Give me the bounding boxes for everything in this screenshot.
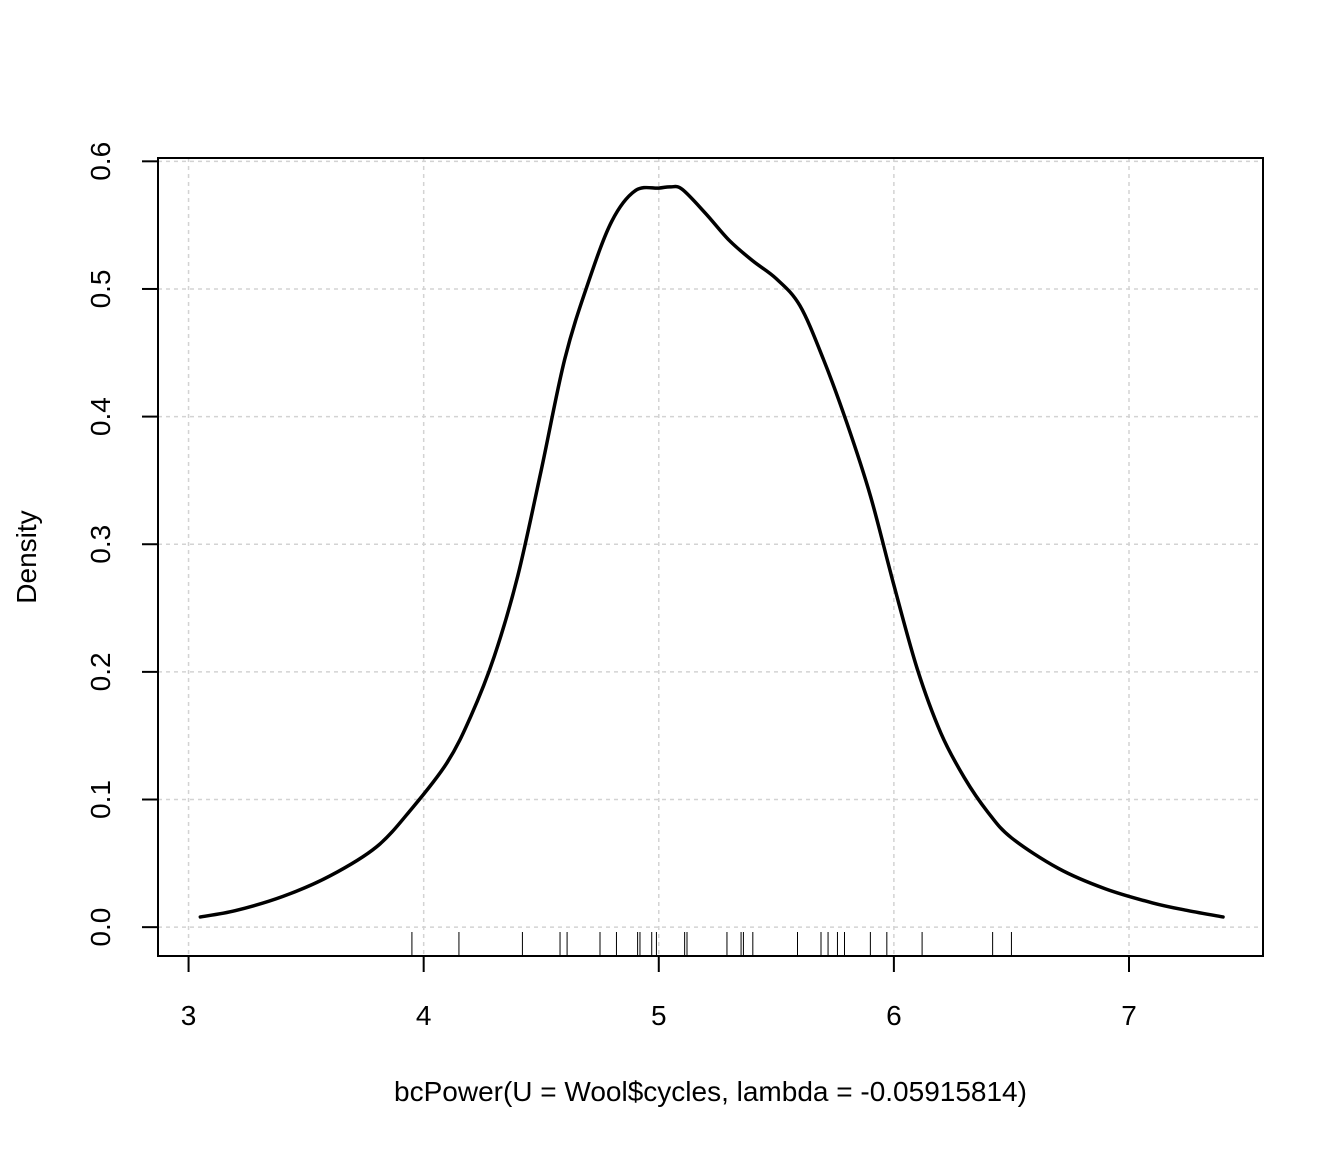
x-tick-label: 5 [651, 1000, 667, 1031]
y-tick-label: 0.1 [85, 780, 116, 819]
density-curve [198, 184, 1225, 919]
y-axis: 0.0 0.1 0.2 0.3 0.4 0.5 0.6 [85, 142, 159, 947]
y-tick-label: 0.2 [85, 652, 116, 691]
x-tick-label: 6 [886, 1000, 902, 1031]
x-axis-label: bcPower(U = Wool$cycles, lambda = -0.059… [394, 1076, 1027, 1107]
x-tick-label: 3 [181, 1000, 197, 1031]
rug-ticks [411, 932, 1012, 956]
x-tick-label: 4 [416, 1000, 432, 1031]
y-tick-label: 0.6 [85, 142, 116, 181]
y-axis-label: Density [11, 510, 42, 603]
y-tick-label: 0.3 [85, 525, 116, 564]
x-tick-label: 7 [1121, 1000, 1137, 1031]
x-axis: 3 4 5 6 7 [181, 955, 1137, 1031]
y-tick-label: 0.4 [85, 397, 116, 436]
plot-frame [157, 157, 1264, 957]
y-tick-label: 0.5 [85, 269, 116, 308]
gridlines [158, 158, 1263, 956]
y-tick-label: 0.0 [85, 908, 116, 947]
